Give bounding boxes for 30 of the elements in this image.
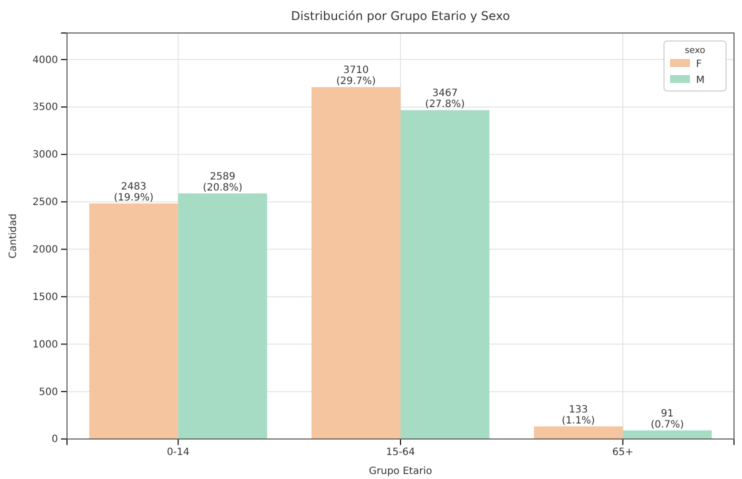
y-tick-label: 2000 <box>32 244 58 256</box>
data-label: 91 (0.7%) <box>650 408 684 430</box>
data-label: 2483 (19.9%) <box>114 181 154 204</box>
y-tick-label: 3000 <box>32 150 58 161</box>
x-tick-label: 15-64 <box>386 447 416 458</box>
bar <box>312 87 400 439</box>
y-tick-label: 3500 <box>32 102 58 114</box>
bar <box>178 193 268 439</box>
y-axis-title: Cantidad <box>8 214 19 258</box>
y-tick-label: 500 <box>38 386 58 398</box>
y-tick-label: 2500 <box>32 197 58 208</box>
data-label: 2589 (20.8%) <box>202 171 243 194</box>
legend-title: sexo <box>684 46 706 56</box>
chart-title: Distribución por Grupo Etario y Sexo <box>291 9 510 23</box>
bar <box>89 203 178 439</box>
data-label: 3710 (29.7%) <box>336 65 376 88</box>
x-tick-label: 0-14 <box>166 447 190 458</box>
data-label: 3467 (27.8%) <box>425 88 465 110</box>
y-tick-label: 1500 <box>32 292 58 303</box>
x-axis-title: Grupo Etario <box>368 466 432 477</box>
legend-label: M <box>696 75 705 86</box>
bar <box>534 426 623 439</box>
y-tick-label: 0 <box>52 434 58 446</box>
bar <box>622 430 712 439</box>
data-label: 133 (1.1%) <box>562 404 596 426</box>
x-tick-label: 65+ <box>612 447 634 458</box>
bar <box>400 110 490 439</box>
y-tick-label: 4000 <box>32 54 58 66</box>
y-tick-label: 1000 <box>32 339 58 350</box>
legend-label: F <box>696 59 702 70</box>
